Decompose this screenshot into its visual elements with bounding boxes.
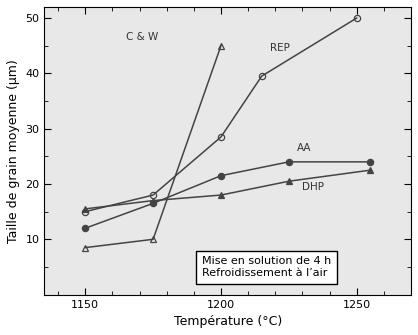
Text: Mise en solution de 4 h
Refroidissement à l’air: Mise en solution de 4 h Refroidissement …: [202, 256, 331, 278]
X-axis label: Température (°C): Température (°C): [173, 315, 282, 328]
Text: REP: REP: [270, 44, 290, 54]
Text: AA: AA: [297, 143, 311, 153]
Text: C & W: C & W: [126, 32, 158, 42]
Text: DHP: DHP: [303, 182, 324, 192]
Y-axis label: Taille de grain moyenne (μm): Taille de grain moyenne (μm): [7, 59, 20, 243]
